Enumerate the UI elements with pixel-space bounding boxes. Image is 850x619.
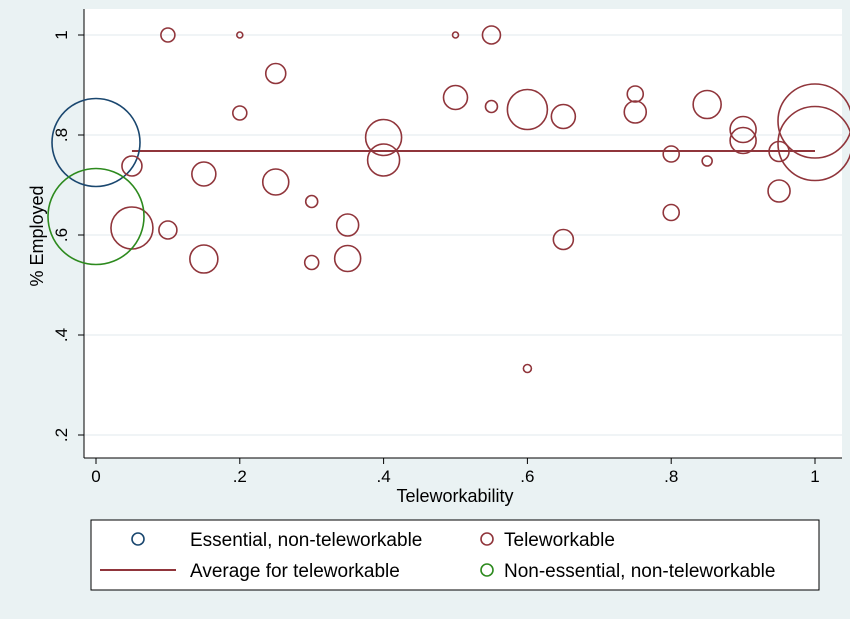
x-tick-label-2: .4 (377, 467, 391, 486)
point-1-11 (623, 100, 648, 124)
x-tick-label-3: .6 (520, 467, 534, 486)
point-1-3 (481, 25, 502, 45)
point-1-0 (160, 27, 176, 43)
point-1-35 (522, 363, 533, 374)
point-1-32 (189, 244, 219, 274)
point-1-8 (506, 88, 549, 131)
point-1-2 (451, 31, 460, 39)
point-2-0 (47, 167, 145, 266)
point-1-28 (335, 213, 360, 237)
x-ticks: 0 .2 .4 .6 .8 1 (91, 458, 820, 486)
point-1-9 (550, 103, 577, 130)
y-tick-label-1: .4 (52, 328, 71, 342)
point-1-22 (767, 179, 791, 203)
legend-marker-essential (131, 532, 145, 546)
legend-label-nonessential: Non-essential, non-teleworkable (504, 561, 775, 582)
point-1-21 (768, 140, 790, 163)
legend: Essential, non-teleworkable Teleworkable… (90, 519, 820, 591)
axes (83, 9, 842, 459)
markers (47, 25, 850, 374)
gridlines (84, 34, 842, 436)
point-1-16 (777, 105, 850, 182)
point-1-18 (366, 143, 401, 177)
plot-background (84, 9, 842, 458)
legend-box (90, 519, 820, 591)
point-1-33 (303, 254, 320, 271)
x-tick-label-0: 0 (91, 467, 100, 486)
point-1-14 (729, 126, 757, 155)
legend-label-essential: Essential, non-teleworkable (190, 530, 422, 551)
point-1-1 (236, 31, 244, 39)
point-1-27 (662, 203, 681, 222)
y-tick-label-2: .6 (52, 228, 71, 242)
point-1-20 (701, 155, 713, 167)
y-tick-label-0: .2 (52, 428, 71, 442)
y-tick-label-3: .8 (52, 128, 71, 142)
point-1-10 (626, 85, 645, 103)
legend-marker-nonessential (480, 563, 494, 577)
x-axis-title: Teleworkability (396, 486, 513, 506)
point-1-5 (442, 84, 469, 111)
point-1-15 (777, 83, 850, 159)
point-1-17 (364, 118, 403, 157)
point-1-7 (232, 105, 248, 121)
point-1-23 (121, 155, 143, 177)
legend-label-teleworkable: Teleworkable (504, 530, 615, 551)
point-1-13 (729, 115, 757, 144)
point-1-12 (692, 89, 722, 120)
point-1-19 (662, 145, 681, 163)
x-tick-label-4: .8 (664, 467, 678, 486)
point-1-30 (158, 220, 178, 240)
legend-marker-teleworkable (480, 532, 494, 546)
legend-label-average: Average for teleworkable (190, 561, 400, 582)
point-0-0 (51, 97, 141, 188)
point-1-26 (304, 194, 319, 209)
point-1-6 (484, 99, 499, 114)
point-1-31 (552, 228, 575, 251)
point-1-4 (264, 62, 287, 85)
y-tick-label-4: 1 (52, 30, 71, 39)
point-1-24 (191, 161, 217, 187)
x-tick-label-1: .2 (233, 467, 247, 486)
point-1-25 (261, 168, 290, 196)
point-1-34 (333, 244, 362, 273)
x-tick-label-5: 1 (810, 467, 819, 486)
y-ticks: .2 .4 .6 .8 1 (52, 30, 84, 442)
y-axis-title: % Employed (27, 185, 47, 286)
